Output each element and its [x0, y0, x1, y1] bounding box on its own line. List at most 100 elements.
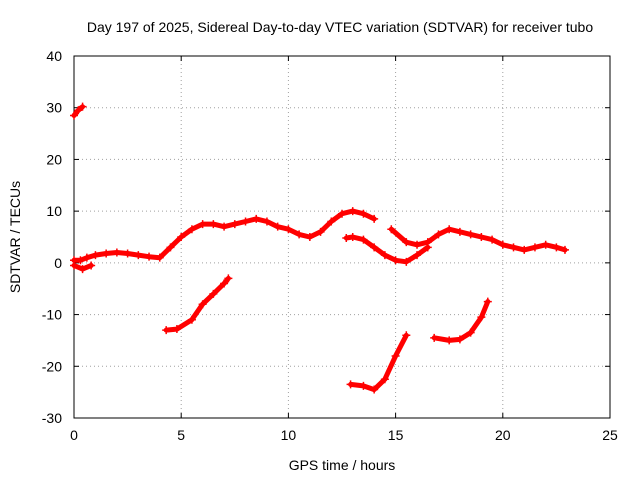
x-tick-label: 25 [602, 427, 618, 443]
data-point [172, 325, 181, 334]
data-point [552, 243, 561, 252]
series-arc-descending-1 [162, 274, 233, 335]
data-series [70, 102, 569, 394]
x-tick-label: 20 [495, 427, 511, 443]
data-point [230, 220, 239, 229]
data-point [370, 243, 379, 252]
data-point [560, 245, 569, 254]
x-axis-label: GPS time / hours [289, 457, 396, 473]
data-point [252, 214, 261, 223]
data-point [166, 243, 175, 252]
data-point [348, 233, 357, 241]
grid [74, 56, 610, 418]
series-trace [343, 234, 431, 265]
data-point [295, 230, 304, 239]
data-point [220, 279, 229, 288]
x-tick-label: 5 [177, 427, 185, 443]
series-arc-main-2 [387, 225, 569, 254]
x-tick-label: 0 [70, 427, 78, 443]
data-point [74, 106, 83, 115]
chart-title: Day 197 of 2025, Sidereal Day-to-day VTE… [87, 19, 594, 35]
plot-area [73, 55, 611, 419]
data-point [387, 225, 396, 234]
data-point [123, 249, 132, 258]
data-point [78, 265, 87, 274]
data-point [284, 225, 293, 234]
data-point [177, 233, 186, 241]
data-point [70, 111, 78, 120]
x-tick-label: 15 [388, 427, 404, 443]
data-point [87, 261, 96, 270]
y-tick-label: 0 [54, 255, 62, 271]
data-point [134, 251, 143, 260]
data-point [316, 227, 325, 236]
data-point [359, 235, 368, 244]
data-point [455, 227, 464, 236]
y-tick-label: -10 [42, 307, 62, 323]
data-point [273, 222, 282, 231]
data-point [338, 209, 346, 218]
data-point [209, 220, 218, 229]
series-trace [348, 332, 409, 393]
data-point [402, 257, 411, 266]
data-point [498, 240, 507, 249]
data-point [445, 336, 454, 345]
data-point [102, 249, 111, 258]
data-point [380, 375, 389, 384]
y-tick-label: 40 [46, 48, 62, 64]
data-point [76, 256, 85, 265]
data-point [198, 220, 207, 229]
data-point [466, 230, 475, 239]
data-point [370, 214, 379, 223]
y-tick-label: -20 [42, 358, 62, 374]
data-point [187, 225, 196, 234]
data-point [224, 274, 233, 283]
data-point [70, 261, 78, 270]
data-point [187, 315, 196, 324]
data-point [198, 300, 207, 309]
data-point [423, 238, 432, 247]
y-tick-label: -30 [42, 410, 62, 426]
data-point [241, 217, 250, 226]
data-point [434, 230, 443, 239]
data-point [402, 238, 411, 247]
series-arc-mid-dip [342, 233, 432, 266]
series-trace [163, 275, 231, 333]
y-axis-label: SDTVAR / TECUs [7, 181, 23, 293]
tick-labels: 0 5 10 15 20 25 -30 -20 -10 0 10 20 30 40 [42, 48, 618, 443]
series-arc-low-left [70, 261, 96, 274]
data-point [477, 233, 486, 241]
data-point [391, 256, 400, 265]
data-point [370, 385, 379, 394]
data-point [155, 253, 164, 262]
y-tick-label: 30 [46, 100, 62, 116]
data-point [455, 335, 464, 344]
data-point [520, 245, 529, 254]
data-point [413, 251, 422, 260]
data-point [359, 381, 368, 390]
y-tick-label: 10 [46, 203, 62, 219]
data-point [262, 217, 271, 226]
data-point [82, 253, 91, 262]
y-tick-label: 20 [46, 151, 62, 167]
data-point [477, 313, 486, 322]
data-point [91, 251, 100, 260]
x-tick-label: 10 [281, 427, 297, 443]
axis-ticks [73, 55, 611, 419]
data-point [145, 252, 154, 261]
data-point [488, 235, 497, 244]
data-point [413, 240, 422, 249]
series-arc-main-1 [70, 207, 379, 265]
data-point [78, 102, 87, 111]
data-point [445, 225, 454, 234]
data-point [430, 333, 439, 342]
data-point [327, 217, 336, 226]
series-arc-low-center [346, 331, 411, 394]
data-point [112, 248, 121, 257]
data-point [391, 351, 400, 360]
data-point [305, 233, 314, 241]
data-point [380, 251, 389, 260]
data-point [342, 234, 351, 243]
series-trace [431, 299, 491, 343]
